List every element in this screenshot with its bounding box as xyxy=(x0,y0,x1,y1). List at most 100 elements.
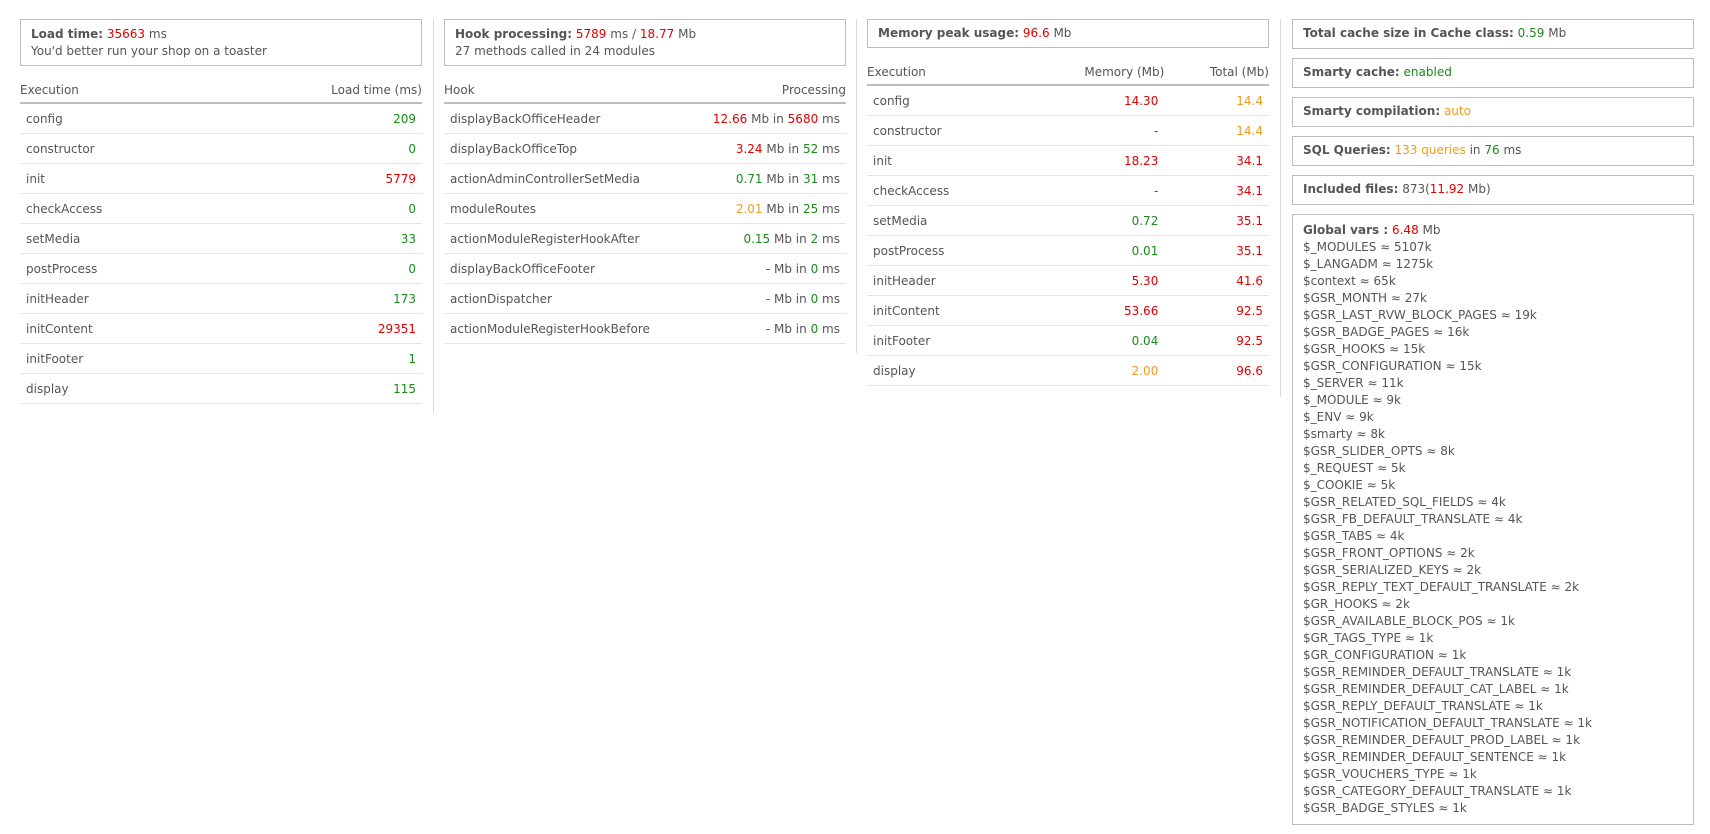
included-files-label: Included files xyxy=(1303,182,1394,196)
load-time-label: Load time xyxy=(31,27,99,41)
global-var-item: $context ≈ 65k xyxy=(1303,274,1396,288)
hooks-table: Hook Processing displayBackOfficeHeader 1… xyxy=(444,75,846,344)
hook-time: 5680 xyxy=(787,111,819,126)
table-row: init 18.23 34.1 xyxy=(867,145,1269,176)
global-var-item: $GSR_SERIALIZED_KEYS ≈ 2k xyxy=(1303,563,1482,577)
hook-separator: / xyxy=(632,27,637,41)
memory-step-name: postProcess xyxy=(867,235,1023,266)
smarty-compilation-label: Smarty compilation xyxy=(1303,104,1436,118)
hook-memory-value: 18.77 xyxy=(639,27,675,41)
processing-header: Processing xyxy=(686,75,846,104)
load-time-cell: 115 xyxy=(218,373,422,404)
global-var-item: $GR_CONFIGURATION ≈ 1k xyxy=(1303,648,1467,662)
table-row: initHeader 5.30 41.6 xyxy=(867,265,1269,296)
table-row: actionAdminControllerSetMedia 0.71 Mb in … xyxy=(444,163,846,194)
total-cell: 96.6 xyxy=(1164,355,1269,386)
hook-name: displayBackOfficeHeader xyxy=(444,103,687,134)
memory-cell: 53.66 xyxy=(1022,295,1165,326)
execution-step-name: postProcess xyxy=(20,253,219,284)
global-var-item: $GSR_TABS ≈ 4k xyxy=(1303,529,1405,543)
hook-processing-cell: 2.01 Mb in 25 ms xyxy=(686,193,846,224)
global-var-item: $GSR_FB_DEFAULT_TRANSLATE ≈ 4k xyxy=(1303,512,1523,526)
memory-cell: - xyxy=(1022,175,1165,206)
hook-ms: ms xyxy=(822,201,840,216)
sql-queries-box: SQL Queries: 133 queries in 76 ms xyxy=(1292,136,1694,166)
hook-processing-cell: - Mb in 0 ms xyxy=(686,283,846,314)
memory-step-name: initHeader xyxy=(867,265,1023,296)
execution-step-name: constructor xyxy=(20,133,219,164)
cache-size-box: Total cache size in Cache class: 0.59 Mb xyxy=(1292,19,1694,49)
hook-mb-in: Mb in xyxy=(774,291,807,306)
hook-memory: 0.15 xyxy=(743,231,771,246)
included-files-count: 873 xyxy=(1402,182,1426,196)
global-vars-box: Global vars : 6.48 Mb $_MODULES ≈ 5107k $… xyxy=(1292,214,1694,825)
load-time-cell: 29351 xyxy=(218,313,422,344)
memory-peak-box: Memory peak usage: 96.6 Mb xyxy=(867,19,1269,48)
table-row: postProcess 0.01 35.1 xyxy=(867,235,1269,266)
hook-mb-in: Mb in xyxy=(766,141,800,156)
load-time-note: You'd better run your shop on a toaster xyxy=(31,44,267,58)
load-time-cell: 1 xyxy=(218,343,422,374)
global-var-item: $GSR_CATEGORY_DEFAULT_TRANSLATE ≈ 1k xyxy=(1303,784,1572,798)
global-var-item: $_ENV ≈ 9k xyxy=(1303,410,1374,424)
global-var-item: $GSR_VOUCHERS_TYPE ≈ 1k xyxy=(1303,767,1477,781)
memory-cell: 18.23 xyxy=(1022,145,1165,176)
smarty-compilation-value: auto xyxy=(1443,104,1471,118)
memory-peak-unit: Mb xyxy=(1053,26,1072,40)
table-row: checkAccess 0 xyxy=(20,193,422,224)
table-row: display 115 xyxy=(20,373,422,404)
memory-column: Memory peak usage: 96.6 Mb Execution Mem… xyxy=(867,19,1269,386)
memory-peak-value: 96.6 xyxy=(1022,26,1050,40)
hook-ms: ms xyxy=(822,261,840,276)
hook-mb-in: Mb in xyxy=(774,231,807,246)
hook-time: 2 xyxy=(810,231,819,246)
column-divider xyxy=(1280,19,1281,397)
cache-size-label: Total cache size in Cache class xyxy=(1303,26,1510,40)
hook-memory: 0.71 xyxy=(735,171,763,186)
hook-summary: 27 methods called in 24 modules xyxy=(455,44,655,58)
hook-ms: ms xyxy=(822,111,840,126)
hook-time-unit: ms xyxy=(610,27,629,41)
memory-table: Execution Memory (Mb) Total (Mb) config 1… xyxy=(867,57,1269,386)
table-row: initContent 29351 xyxy=(20,313,422,344)
load-time-cell: 173 xyxy=(218,283,422,314)
sql-queries-count: 133 queries xyxy=(1394,143,1466,157)
global-var-item: $GR_HOOKS ≈ 2k xyxy=(1303,597,1410,611)
global-var-item: $GSR_SLIDER_OPTS ≈ 8k xyxy=(1303,444,1455,458)
global-var-item: $GSR_REPLY_DEFAULT_TRANSLATE ≈ 1k xyxy=(1303,699,1543,713)
table-row: init 5779 xyxy=(20,163,422,194)
hook-memory: - xyxy=(765,321,771,336)
global-var-item: $GSR_RELATED_SQL_FIELDS ≈ 4k xyxy=(1303,495,1506,509)
hook-name: actionDispatcher xyxy=(444,283,687,314)
hook-mb-in: Mb in xyxy=(766,201,800,216)
execution-step-name: initFooter xyxy=(20,343,219,374)
table-row: initContent 53.66 92.5 xyxy=(867,295,1269,326)
load-time-cell: 209 xyxy=(218,103,422,134)
hook-time: 0 xyxy=(810,291,819,306)
table-row: config 14.30 14.4 xyxy=(867,85,1269,116)
hook-time: 31 xyxy=(802,171,819,186)
hook-mb-in: Mb in xyxy=(766,171,800,186)
load-time-column: Load time: 35663 ms You'd better run you… xyxy=(20,19,422,404)
total-cell: 34.1 xyxy=(1164,175,1269,206)
table-row: setMedia 0.72 35.1 xyxy=(867,205,1269,236)
table-row: actionModuleRegisterHookBefore - Mb in 0 … xyxy=(444,313,846,344)
hook-processing-cell: 0.71 Mb in 31 ms xyxy=(686,163,846,194)
memory-step-name: initFooter xyxy=(867,325,1023,356)
column-divider xyxy=(856,19,857,353)
load-time-header: Load time (ms) xyxy=(218,75,422,104)
hook-ms: ms xyxy=(822,171,840,186)
global-vars-label: Global vars : xyxy=(1303,223,1389,237)
global-vars-value: 6.48 xyxy=(1391,223,1419,237)
global-var-item: $_SERVER ≈ 11k xyxy=(1303,376,1404,390)
global-var-item: $GSR_FRONT_OPTIONS ≈ 2k xyxy=(1303,546,1475,560)
global-var-item: $GSR_MONTH ≈ 27k xyxy=(1303,291,1427,305)
hook-ms: ms xyxy=(822,321,840,336)
memory-step-name: config xyxy=(867,85,1023,116)
global-var-item: $GSR_HOOKS ≈ 15k xyxy=(1303,342,1426,356)
memory-step-name: checkAccess xyxy=(867,175,1023,206)
table-row: moduleRoutes 2.01 Mb in 25 ms xyxy=(444,193,846,224)
table-row: display 2.00 96.6 xyxy=(867,355,1269,386)
cache-size-value: 0.59 xyxy=(1517,26,1545,40)
memory-cell: 14.30 xyxy=(1022,85,1165,116)
